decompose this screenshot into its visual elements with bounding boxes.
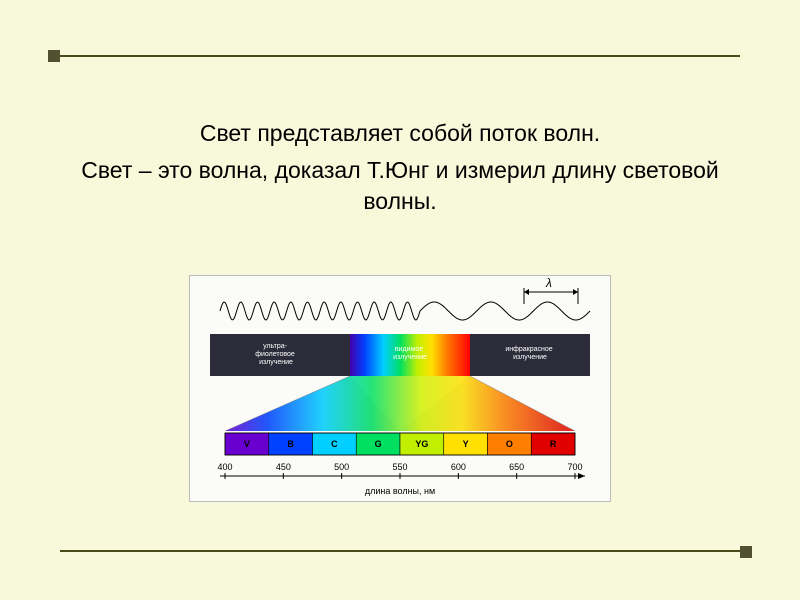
- wave: [220, 302, 590, 320]
- top-divider: [60, 55, 740, 57]
- color-box-label-V: V: [244, 439, 250, 449]
- color-box-label-R: R: [550, 439, 557, 449]
- body-text: Свет представляет собой поток волн. Свет…: [80, 120, 720, 217]
- color-box-label-O: O: [506, 439, 513, 449]
- line-1: Свет представляет собой поток волн.: [80, 120, 720, 147]
- tick-500: 500: [334, 462, 349, 472]
- color-code-row: V B C G YG Y O R: [225, 433, 575, 455]
- tick-650: 650: [509, 462, 524, 472]
- bottom-divider-box: [740, 546, 752, 558]
- color-box-label-G: G: [375, 439, 382, 449]
- color-box-label-Y: Y: [463, 439, 469, 449]
- axis-label: длина волны, нм: [365, 486, 435, 496]
- bottom-divider: [60, 550, 740, 552]
- visible-label: видимое излучение: [393, 346, 427, 361]
- top-divider-box: [48, 50, 60, 62]
- spectrum-figure: λ ультра- фиолетовое излучение видимое и…: [189, 275, 611, 502]
- tick-550: 550: [392, 462, 407, 472]
- color-box-label-YG: YG: [415, 439, 428, 449]
- tick-600: 600: [451, 462, 466, 472]
- lambda-label: λ: [545, 276, 552, 290]
- tick-400: 400: [217, 462, 232, 472]
- line-2: Свет – это волна, доказал Т.Юнг и измери…: [80, 155, 720, 217]
- color-box-label-C: C: [331, 439, 338, 449]
- tick-700: 700: [567, 462, 582, 472]
- tick-450: 450: [276, 462, 291, 472]
- color-box-label-B: B: [287, 439, 294, 449]
- wavelength-axis: 400 450 500 550 600 650 700 длина волны, нм: [217, 462, 585, 496]
- lambda-marker: [524, 288, 578, 304]
